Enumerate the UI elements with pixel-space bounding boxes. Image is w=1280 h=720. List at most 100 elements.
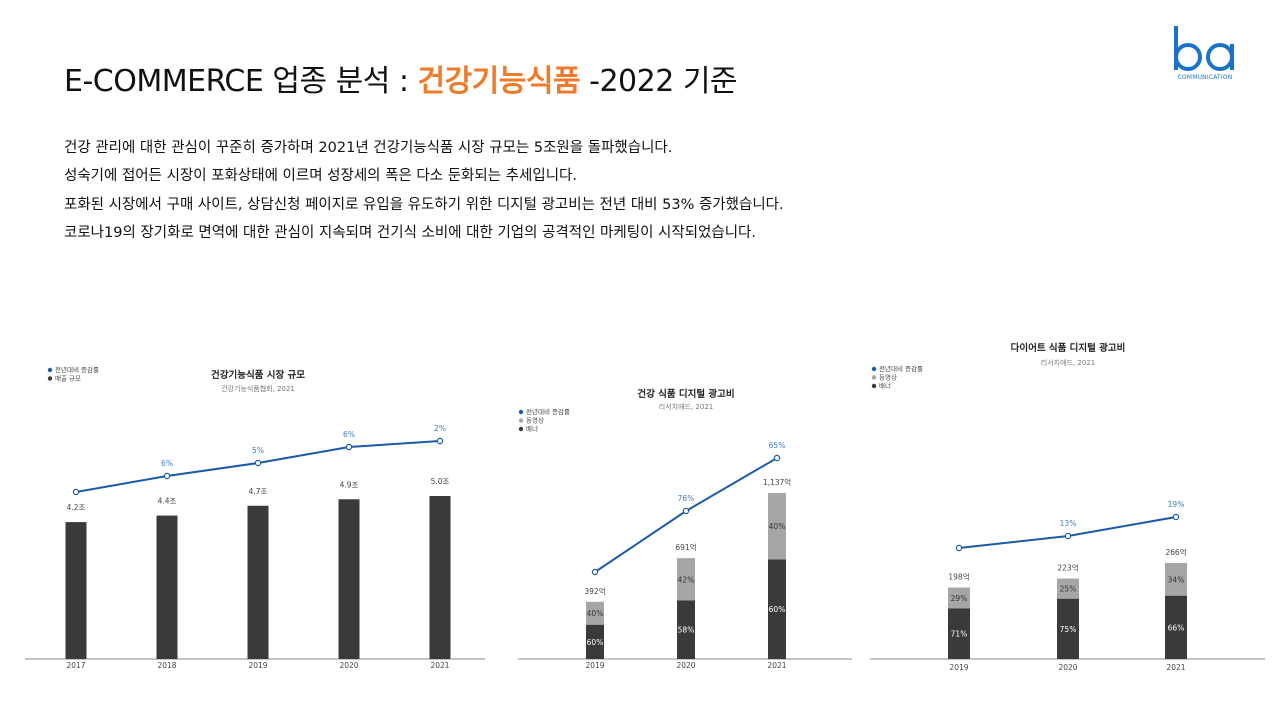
chart-title: 건강 식품 디지털 광고비 (637, 388, 734, 400)
bar-total-label: 1,137억 (763, 478, 791, 487)
growth-point (345, 443, 353, 451)
bar (429, 496, 451, 659)
growth-label: 19% (1168, 500, 1185, 509)
x-tick-label: 2018 (157, 661, 176, 670)
x-tick-label: 2019 (949, 663, 968, 672)
growth-label: 65% (769, 441, 786, 450)
legend-label: 전년대비 증감률 (526, 407, 570, 416)
description-line: 코로나19의 장기화로 면역에 대한 관심이 지속되며 건기식 소비에 대한 기… (64, 224, 757, 241)
growth-point (773, 454, 781, 462)
logo-subtitle: COMMUNICATION (1177, 74, 1233, 81)
growth-point (682, 507, 690, 515)
bar-segment-banner (586, 624, 604, 659)
bar-total-label: 691억 (675, 543, 696, 552)
page-title: E-COMMERCE 업종 분석 : 건강기능식품 -2022 기준 (64, 56, 738, 100)
banner-share-label: 66% (1168, 623, 1185, 632)
growth-point (591, 568, 599, 576)
legend-label: 배너 (526, 424, 538, 433)
bar-segment-video (1165, 563, 1187, 596)
x-tick-label: 2020 (339, 661, 358, 670)
legend-swatch (518, 418, 524, 423)
legend-label: 동영상 (526, 416, 544, 425)
bar (65, 522, 87, 659)
video-share-label: 40% (769, 522, 786, 531)
description-line: 건강 관리에 대한 관심이 꾸준히 증가하며 2021년 건강기능식품 시장 규… (64, 140, 673, 156)
title-accent: 건강기능식품 (417, 64, 581, 99)
bar-segment-video (1057, 578, 1079, 599)
title-prefix: E-COMMERCE 업종 분석 : (64, 64, 418, 99)
bar-segment-video (677, 558, 695, 601)
video-share-label: 34% (1168, 575, 1185, 584)
legend-swatch (871, 375, 877, 380)
x-tick-label: 2019 (585, 661, 604, 670)
legend-swatch (871, 366, 877, 372)
growth-label: 76% (678, 494, 695, 503)
bar-value-label: 5.0조 (431, 477, 450, 486)
growth-label: 5% (252, 446, 264, 455)
legend-label: 전년대비 증감률 (55, 365, 99, 374)
banner-share-label: 60% (769, 605, 786, 614)
bar-segment-banner (677, 600, 695, 659)
video-share-label: 25% (1060, 585, 1077, 594)
bar (247, 505, 269, 659)
bar-segment-banner (1057, 598, 1079, 659)
bar-segment-video (768, 493, 786, 560)
growth-point (254, 459, 262, 467)
growth-point (1064, 532, 1072, 540)
description-line: 포화된 시장에서 구매 사이트, 상담신청 페이지로 유입을 유도하기 위한 디… (64, 196, 784, 213)
x-tick-label: 2019 (248, 661, 267, 670)
legend-swatch (47, 367, 53, 373)
bar (156, 515, 178, 659)
legend-swatch (518, 409, 524, 415)
chart-subtitle: 건강기능식품협회, 2021 (221, 384, 295, 393)
chart-subtitle: 리서치애드, 2021 (1041, 358, 1095, 367)
bar-segment-banner (1165, 595, 1187, 659)
description-line: 성숙기에 접어든 시장이 포화상태에 이르며 성장세의 폭은 다소 둔화되는 추… (64, 168, 577, 185)
bar-segment-banner (768, 559, 786, 659)
chart-subtitle: 리서치애드, 2021 (659, 402, 713, 411)
legend-label: 전년대비 증감률 (879, 364, 923, 373)
company-logo: COMMUNICATION (1170, 24, 1240, 82)
growth-point (72, 488, 80, 496)
legend-swatch (47, 376, 53, 381)
legend-swatch (518, 426, 524, 432)
video-share-label: 29% (951, 594, 968, 603)
bar-total-label: 392억 (584, 587, 605, 596)
legend-label: 매출 규모 (55, 374, 81, 383)
chart-title: 건강기능식품 시장 규모 (211, 369, 305, 381)
video-share-label: 42% (678, 575, 695, 584)
growth-label: 13% (1060, 519, 1077, 528)
bar-value-label: 4.7조 (249, 487, 268, 496)
banner-share-label: 71% (951, 630, 968, 639)
x-tick-label: 2020 (1058, 663, 1077, 672)
x-tick-label: 2021 (1166, 663, 1185, 672)
growth-label: 6% (343, 430, 355, 439)
banner-share-label: 75% (1060, 625, 1077, 634)
growth-point (163, 472, 171, 480)
chart-title: 다이어트 식품 디지털 광고비 (1011, 342, 1126, 354)
x-tick-label: 2021 (430, 661, 449, 670)
growth-label: 6% (161, 459, 173, 468)
growth-point (1172, 513, 1180, 521)
x-tick-label: 2020 (676, 661, 695, 670)
x-tick-label: 2017 (66, 661, 85, 670)
legend-swatch (871, 383, 877, 389)
video-share-label: 40% (587, 609, 604, 618)
bar-value-label: 4.2조 (67, 503, 86, 512)
bar-value-label: 4.9조 (340, 480, 359, 489)
growth-label: 2% (434, 424, 446, 433)
logo-mark (1174, 26, 1234, 71)
bar-segment-video (586, 601, 604, 625)
title-suffix: -2022 기준 (580, 64, 738, 99)
bar-total-label: 223억 (1057, 564, 1078, 573)
bar-value-label: 4.4조 (158, 497, 177, 506)
x-tick-label: 2021 (767, 661, 786, 670)
bar-total-label: 266억 (1165, 548, 1186, 557)
bar-segment-banner (948, 608, 970, 659)
bar (338, 499, 360, 659)
legend-label: 배너 (879, 381, 891, 390)
growth-point (955, 544, 963, 552)
bar-total-label: 198억 (948, 573, 969, 582)
banner-share-label: 60% (587, 638, 604, 647)
